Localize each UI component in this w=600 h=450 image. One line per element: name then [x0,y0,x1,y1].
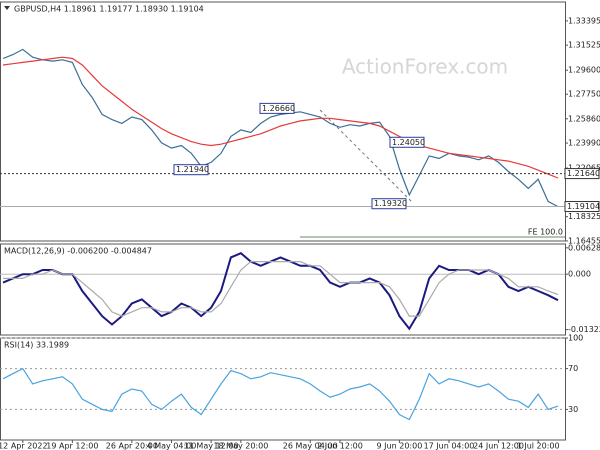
pane-title: GBPUSD,H4 1.18961 1.19177 1.18930 1.1910… [14,5,204,14]
x-tick-label: 1 Jul 20:00 [517,442,560,450]
series-line [2,48,559,208]
annotation-label: 1.26660 [262,104,295,113]
pane-border [0,1,566,242]
y-tick-label: 0.006285 [568,243,600,252]
y-tick-label: 1.31525 [568,41,600,50]
watermark: ActionForex.com [342,55,508,79]
y-tick-label: 1.33395 [568,16,600,25]
price-tag [564,168,600,180]
y-tick-label: 100 [568,334,583,343]
y-tick-label: 1.23990 [568,139,600,148]
annotation-box [259,102,295,114]
x-tick-label: 17 Jun 04:00 [424,442,475,450]
x-tick-label: 11 May 12:00 [184,442,239,450]
y-tick-label: 70 [568,364,578,373]
y-tick-label: 30 [568,405,578,414]
series-line [3,261,559,317]
fib-line [319,109,413,203]
pane-border [0,337,566,441]
annotation-box [389,136,425,148]
annotation-label: 1.24050 [392,138,425,147]
fe-label: FE 100.0 [528,228,563,237]
price-tag-label: 1.21640 [567,169,600,178]
annotation-label: 1.21940 [176,165,209,174]
annotation-box [371,198,407,210]
x-tick-label: 26 May 04:00 [283,442,338,450]
dropdown-icon [4,6,10,10]
y-tick-label: 0.000 [568,270,591,279]
x-tick-label: 2 Jun 12:00 [317,442,363,450]
price-tag [564,201,600,213]
y-tick-label: 1.22065 [568,164,600,173]
x-tick-label: 9 Jun 20:00 [377,442,423,450]
series-line [2,56,559,179]
y-tick-label: -0.013223 [568,325,600,334]
pane-title: MACD(12,26,9) -0.006200 -0.004847 [4,247,152,256]
annotation-box [173,164,209,176]
x-tick-label: 19 Apr 12:00 [46,442,98,450]
y-tick-label: 1.29600 [568,66,600,75]
series-line [2,367,559,421]
y-tick-label: 1.25860 [568,114,600,123]
pane-border [0,243,566,336]
pane-title: RSI(14) 33.1989 [4,341,69,350]
price-tag-label: 1.19104 [567,202,600,211]
x-tick-label: 26 Apr 20:00 [106,442,158,450]
x-tick-label: 12 Apr 2022 [0,442,48,450]
y-tick-label: 1.27750 [568,90,600,99]
x-tick-label: 24 Jun 12:00 [473,442,524,450]
annotation-label: 1.19320 [374,199,407,208]
x-tick-label: 4 May 04:00 [147,442,197,450]
y-tick-label: 1.18325 [568,212,600,221]
x-tick-label: 18 May 20:00 [213,442,268,450]
y-tick-label: 1.16455 [568,236,600,245]
